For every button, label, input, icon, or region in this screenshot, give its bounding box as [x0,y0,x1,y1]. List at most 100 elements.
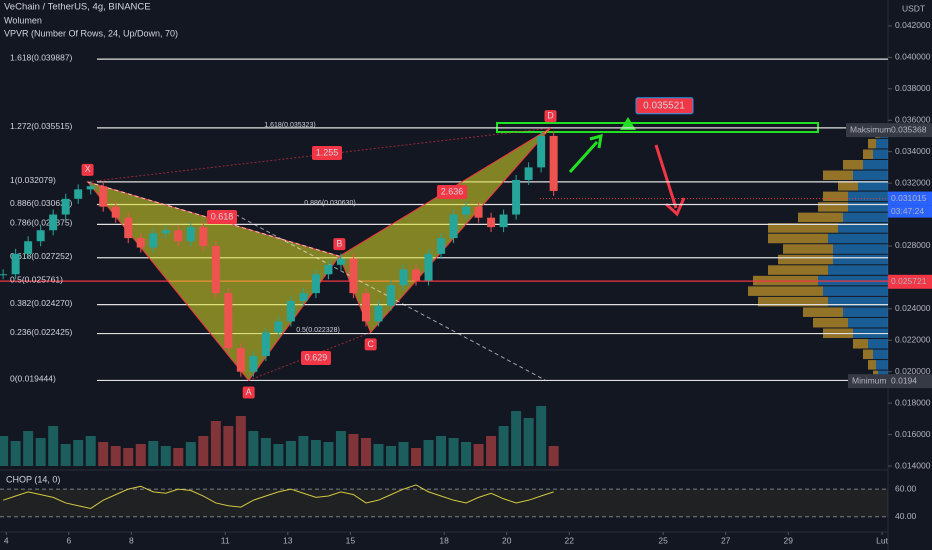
volume-bar [335,431,346,466]
vpvr-up [833,244,888,254]
candle-body [111,206,120,218]
point-label: D [547,110,554,120]
indicator-label: VPVR (Number Of Rows, 24, Up/Down, 70) [4,28,178,38]
y-tick-label: 0.018000 [895,397,931,407]
volume-bar [10,441,21,466]
currency: USDT [902,3,925,13]
point-label: X [85,164,91,174]
volume-bar [35,438,46,466]
volume-bar [148,441,159,466]
candle-body [0,274,8,276]
volume-bar [210,421,221,466]
projection-label: 1.618(0.035323) [264,122,315,129]
x-tick-label: 27 [721,535,731,545]
x-tick-label: 8 [129,535,134,545]
volume-bar [436,436,447,466]
volume-bar [461,442,472,466]
pattern-bcd [338,127,551,334]
point-label: C [367,339,374,349]
volume-bar [123,448,134,466]
ratio-label: 2.636 [441,186,464,196]
x-tick-label: 25 [658,535,668,545]
vpvr-up [848,202,888,212]
y-tick-label: 0.016000 [895,429,931,439]
chop-line [2,484,554,510]
ratio-tag [437,185,467,199]
vpvr-down [758,296,828,307]
volume-bar [310,440,321,466]
candle-body [161,230,170,234]
candle-body [49,214,58,231]
x-tick-label: 22 [565,535,575,545]
point-tag [364,338,377,351]
volume-bar [260,438,271,466]
volume-bar [298,436,309,466]
target-tag [635,97,694,115]
candle-body [386,285,395,306]
chart-title: VeChain / TetherUS, 4g, BINANCE [4,2,151,13]
fib-label: 0.236(0.022425) [10,327,73,337]
volume-bar [248,431,259,466]
candle-body [324,264,333,275]
max-name: Maksimum [850,124,891,134]
fib-label: 0.382(0.024270) [10,298,73,308]
candle-body [61,198,70,215]
volume-bar [473,444,484,466]
fib-label: 0.5(0.025761) [10,274,63,284]
last-price-tag [888,191,932,206]
candle-body [24,241,33,254]
y-tick-label: 0.042000 [895,20,931,30]
candle-body [524,167,533,180]
vpvr-up [868,339,888,349]
poc-tag-label: 0.025721 [891,276,927,286]
projection-label: 0.5(0.022328) [296,327,340,334]
vpvr-up [828,296,888,307]
volume-bar [373,444,384,466]
volume-bar [423,440,434,466]
ratio-label: 1.255 [316,147,339,157]
x-tick-label: 18 [439,535,449,545]
x-tick-label: 11 [221,535,230,545]
candle-body [186,227,195,242]
volume-bar [135,444,146,466]
point-label: A [246,387,252,397]
ratio-tag [207,210,237,224]
candle-body [11,253,20,275]
volume-bar [548,446,559,466]
volume-bar [348,434,359,466]
vpvr-down [823,191,848,202]
y-tick-label: 0.022000 [895,335,931,345]
ratio-tag [301,351,331,365]
vpvr-down [778,254,833,265]
poc-tag [888,274,932,289]
x-tick-label: 20 [502,535,512,545]
vpvr-down [813,317,848,328]
candle-body [549,135,558,191]
volume-bar [398,442,409,466]
y-tick-label: 0.034000 [895,146,931,156]
vpvr-down [868,360,876,370]
last-price-tag-label: 0.031015 [891,193,927,203]
volume-bar [385,446,396,466]
x-tick-label: 6 [66,535,71,545]
volume-bar [60,444,71,466]
volume-bar [498,426,509,466]
candle-body [449,214,458,239]
point-tag [81,163,94,176]
x-tick-label: 4 [4,535,9,545]
max-tag [888,123,932,138]
pattern-xb [87,181,340,257]
candle-body [99,186,108,207]
volume-bar [411,448,422,466]
countdown-tag [888,205,932,218]
countdown: 03:47:24 [891,206,924,216]
volume-bar [511,411,522,466]
volume-bar [48,426,59,466]
candle-body [499,214,508,228]
candle-body [537,135,546,168]
volume-bar [85,436,96,466]
candle-body [74,189,83,199]
candle-body [274,321,283,333]
